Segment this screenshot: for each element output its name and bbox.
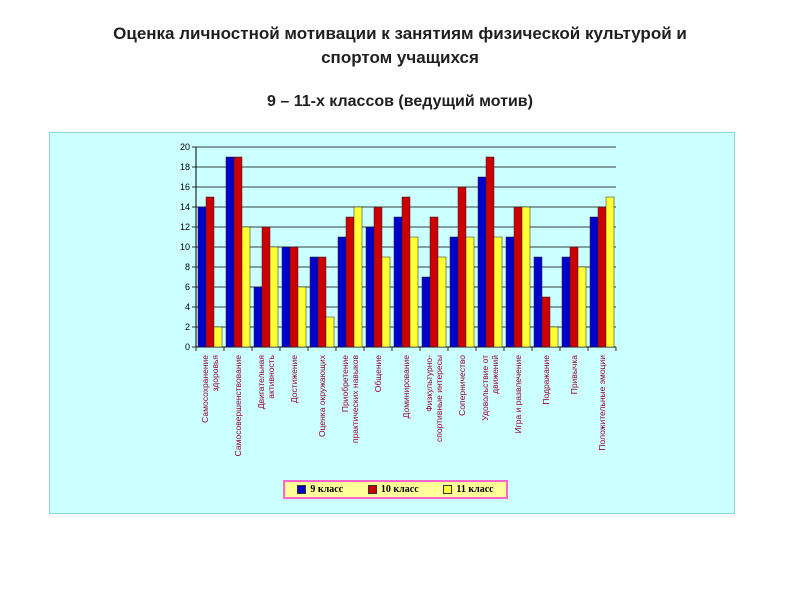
category-label: Положительные эмоции (597, 355, 607, 451)
bar (281, 246, 291, 348)
bar (485, 156, 495, 348)
bar (289, 246, 299, 348)
bar (505, 236, 515, 348)
bar (205, 196, 215, 348)
y-tick-label: 16 (180, 182, 190, 192)
bar (465, 236, 475, 348)
chart-legend: 9 класс 10 класс 11 класс (283, 480, 508, 499)
bar (373, 206, 383, 348)
legend-item-11: 11 класс (443, 484, 494, 495)
bar (225, 156, 235, 348)
bar (409, 236, 419, 348)
bar (337, 236, 347, 348)
category-label: Приобретениепрактических навыков (340, 355, 360, 444)
category-label: Достижение (289, 355, 299, 403)
bar (421, 276, 431, 348)
bar (457, 186, 467, 348)
bar (309, 256, 319, 348)
chart-area (49, 132, 735, 514)
category-label: Самосохранениездоровья (200, 355, 220, 423)
legend-label-10: 10 класс (380, 484, 419, 495)
category-label: Доминирование (401, 355, 411, 419)
bar (541, 296, 551, 348)
bar (325, 316, 335, 348)
bar (477, 176, 487, 348)
bar (569, 246, 579, 348)
y-tick-label: 14 (180, 202, 190, 212)
bar (317, 256, 327, 348)
bar (549, 326, 559, 348)
category-label: Подражание (541, 355, 551, 405)
y-tick-label: 6 (185, 282, 190, 292)
bar (429, 216, 439, 348)
bar (393, 216, 403, 348)
legend-swatch-11 (443, 485, 453, 494)
category-label: Игра и развлечение (513, 355, 523, 434)
legend-label-11: 11 класс (456, 484, 494, 495)
y-tick-label: 2 (185, 322, 190, 332)
bar (197, 206, 207, 348)
chart-title-line2: спортом учащихся (321, 48, 479, 67)
bar (521, 206, 531, 348)
category-label: Двигательнаяактивность (256, 354, 276, 409)
bar (213, 326, 223, 348)
chart-title-line1: Оценка личностной мотивации к занятиям ф… (113, 24, 687, 43)
category-label: Самосовершенствование (233, 355, 243, 457)
bar (381, 256, 391, 348)
bar (561, 256, 571, 348)
legend-swatch-9 (297, 485, 307, 494)
y-tick-label: 0 (185, 342, 190, 352)
category-label: Удовольствие отдвижений (480, 355, 500, 421)
category-label: Привычка (569, 355, 579, 395)
bar (605, 196, 615, 348)
legend-item-9: 9 класс (297, 484, 343, 495)
y-tick-label: 8 (185, 262, 190, 272)
legend-label-9: 9 класс (310, 484, 344, 495)
bar (513, 206, 523, 348)
bar (269, 246, 279, 348)
y-tick-label: 20 (180, 142, 190, 152)
bar (345, 216, 355, 348)
bar (577, 266, 587, 348)
bar (533, 256, 543, 348)
bar (365, 226, 375, 348)
bar (261, 226, 271, 348)
bar (297, 286, 307, 348)
bar (241, 226, 251, 348)
bar (493, 236, 503, 348)
bar (253, 286, 263, 348)
bar (597, 206, 607, 348)
category-label: Оценка окружающих (317, 354, 327, 437)
bar (589, 216, 599, 348)
y-tick-label: 18 (180, 162, 190, 172)
chart-subtitle: 9 – 11-х классов (ведущий мотив) (267, 93, 533, 110)
category-label: Общение (373, 355, 383, 393)
bar (449, 236, 459, 348)
bar (401, 196, 411, 348)
category-label: Соперничество (457, 355, 467, 416)
category-label: Физкультурно-спортивные интересы (424, 355, 444, 442)
y-tick-label: 10 (180, 242, 190, 252)
legend-item-10: 10 класс (367, 484, 419, 495)
bar (233, 156, 243, 348)
y-tick-label: 4 (185, 302, 190, 312)
bar (437, 256, 447, 348)
legend-swatch-10 (367, 485, 377, 494)
y-tick-label: 12 (180, 222, 190, 232)
bar (353, 206, 363, 348)
